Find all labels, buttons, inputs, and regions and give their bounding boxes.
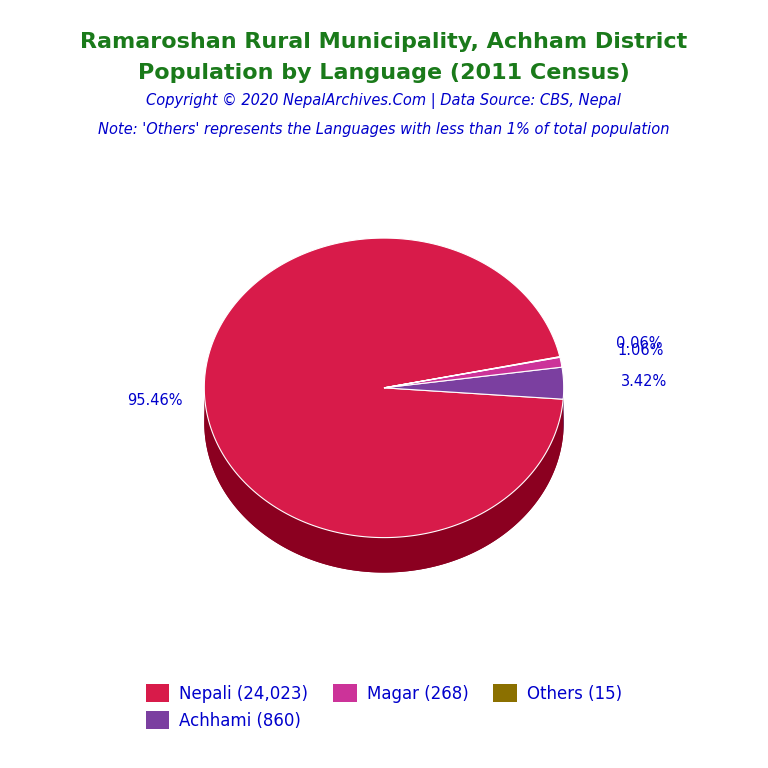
Text: Population by Language (2011 Census): Population by Language (2011 Census) <box>138 63 630 83</box>
Polygon shape <box>204 390 563 572</box>
Text: 95.46%: 95.46% <box>127 393 182 408</box>
Polygon shape <box>384 356 560 388</box>
Text: Ramaroshan Rural Municipality, Achham District: Ramaroshan Rural Municipality, Achham Di… <box>81 32 687 52</box>
Text: 3.42%: 3.42% <box>621 373 667 389</box>
Text: 0.06%: 0.06% <box>616 336 662 350</box>
Polygon shape <box>384 367 564 399</box>
Polygon shape <box>204 273 564 572</box>
Polygon shape <box>204 238 563 538</box>
Text: Copyright © 2020 NepalArchives.Com | Data Source: CBS, Nepal: Copyright © 2020 NepalArchives.Com | Dat… <box>147 94 621 109</box>
Legend: Nepali (24,023), Achhami (860), Magar (268), Others (15): Nepali (24,023), Achhami (860), Magar (2… <box>140 677 628 737</box>
Polygon shape <box>384 357 562 388</box>
Text: 1.06%: 1.06% <box>617 343 664 358</box>
Text: Note: 'Others' represents the Languages with less than 1% of total population: Note: 'Others' represents the Languages … <box>98 121 670 137</box>
